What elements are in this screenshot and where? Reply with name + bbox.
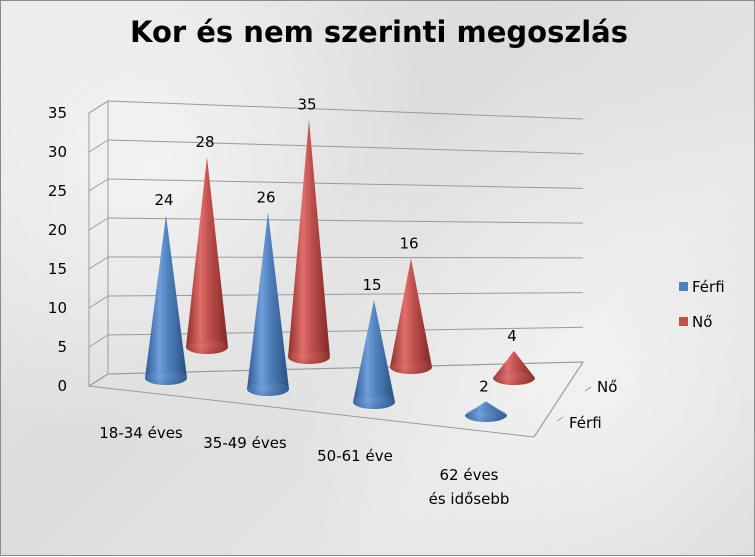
depth-axis-line — [533, 361, 584, 438]
legend-label: Nő — [692, 313, 712, 331]
gridline — [107, 178, 584, 189]
cone-ferfi-4 — [465, 401, 507, 422]
data-label: 26 — [256, 188, 275, 206]
depth-tick-label: Férfi — [569, 414, 602, 432]
cone-no-1 — [186, 156, 228, 354]
gridline — [107, 100, 584, 120]
data-label: 24 — [154, 191, 173, 209]
data-label: 16 — [399, 234, 418, 252]
side-gridline — [88, 334, 109, 348]
cone-base — [353, 395, 395, 409]
cone-base — [288, 350, 330, 364]
cone-base — [145, 371, 187, 385]
side-gridline — [88, 373, 109, 387]
cone-ferfi-3 — [353, 300, 395, 409]
cones — [145, 119, 535, 422]
gridline — [107, 256, 584, 259]
depth-axis: Nő Férfi — [533, 361, 617, 438]
cone-body — [390, 258, 432, 374]
y-tick-label: 10 — [48, 299, 67, 317]
depth-tick — [584, 386, 592, 392]
cone-no-3 — [390, 258, 432, 374]
gridline — [107, 217, 584, 224]
data-labels: 28 35 16 4 24 26 15 2 — [154, 95, 516, 395]
cone-body — [353, 300, 395, 409]
legend-label: Férfi — [692, 278, 725, 296]
y-tick-label: 25 — [48, 182, 67, 200]
y-tick-label: 35 — [48, 104, 67, 122]
cone-base — [247, 382, 289, 396]
depth-tick — [556, 416, 564, 422]
x-tick-label: 35-49 éves — [203, 434, 287, 452]
side-gridline — [88, 217, 109, 231]
cone-no-2 — [288, 119, 330, 365]
cone-base — [465, 408, 507, 422]
x-tick-label: 18-34 éves — [99, 424, 183, 442]
legend-swatch — [679, 282, 688, 291]
depth-tick-label: Nő — [597, 378, 617, 396]
data-label: 15 — [362, 276, 381, 294]
x-axis: 18-34 éves 35-49 éves 50-61 éve 62 éves és i… — [99, 424, 509, 508]
side-gridline — [88, 100, 109, 114]
x-tick-label: 50-61 éve — [317, 447, 393, 465]
side-gridline — [88, 139, 109, 153]
data-label: 28 — [195, 133, 214, 151]
y-tick-label: 0 — [57, 377, 67, 395]
y-tick-label: 15 — [48, 260, 67, 278]
cone-base — [390, 360, 432, 374]
cone-body — [186, 156, 228, 354]
y-tick-label: 20 — [48, 221, 67, 239]
gridline — [107, 292, 584, 297]
cone-ferfi-1 — [145, 215, 187, 385]
data-label: 4 — [507, 327, 517, 345]
side-wall — [88, 100, 109, 387]
y-tick-label: 5 — [57, 338, 67, 356]
chart-title: Kor és nem szerinti megoszlás — [130, 15, 628, 49]
legend-swatch — [679, 317, 688, 326]
cone-ferfi-2 — [247, 212, 289, 396]
gridline — [107, 326, 584, 336]
cone-no-4 — [493, 350, 535, 385]
legend: Férfi Nő — [679, 278, 725, 331]
data-label: 2 — [479, 377, 489, 395]
side-gridline — [88, 256, 109, 270]
y-axis: 0 5 10 15 20 25 30 35 — [48, 104, 67, 395]
side-gridline — [88, 295, 109, 309]
cone-base — [493, 371, 535, 385]
cone-body — [145, 215, 187, 385]
data-label: 35 — [297, 95, 316, 113]
gridlines — [88, 100, 584, 387]
cone-base — [186, 340, 228, 354]
gridline — [107, 139, 584, 155]
cone-body — [288, 119, 330, 365]
side-gridline — [88, 178, 109, 192]
cone-body — [247, 212, 289, 396]
x-tick-label: 62 éves és idősebb — [429, 466, 510, 508]
y-tick-label: 30 — [48, 143, 67, 161]
